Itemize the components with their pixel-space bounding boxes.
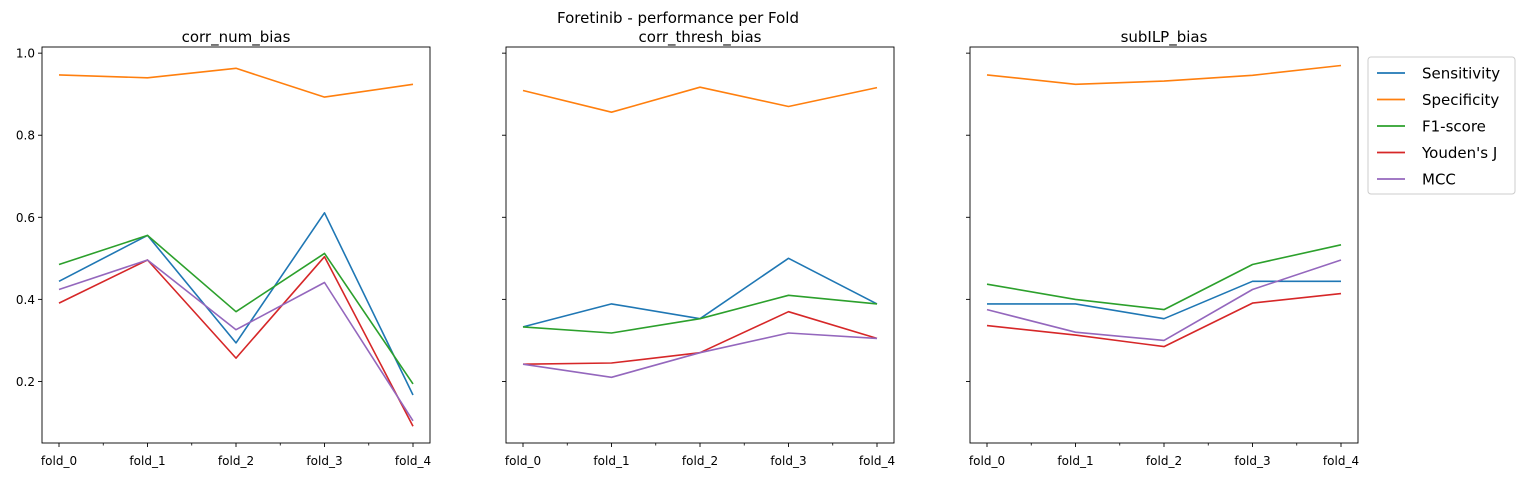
x-tick-label: fold_3 [306, 454, 342, 468]
series-line-mcc [58, 259, 414, 422]
subplot-1: corr_num_bias 0.2 0.4 0.6 0.8 1.0 fold_0 fold_1… [16, 28, 431, 468]
y-tick-label: 0.4 [16, 293, 35, 307]
subplot-3: subILP_bias fold_0 fold_1 fold_2 fold_3 fold_… [966, 28, 1359, 468]
x-tick-label: fold_3 [1234, 454, 1270, 468]
series-line-mcc [986, 259, 1342, 342]
axes-frame [969, 46, 1359, 444]
series-line-sensitivity [987, 280, 1341, 320]
subplot-panels: corr_num_bias 0.2 0.4 0.6 0.8 1.0 fold_0 fold_1… [16, 28, 1359, 468]
legend-entry-label: Sensitivity [1422, 65, 1500, 83]
series-line-specificity [986, 64, 1342, 86]
series-line-mcc [522, 332, 878, 379]
axes-frame [41, 46, 431, 444]
y-tick-label: 1.0 [16, 47, 35, 61]
x-tick-label: fold_0 [41, 454, 77, 468]
legend-frame [1367, 56, 1516, 195]
x-tick-label: fold_1 [1057, 454, 1093, 468]
x-tick-label: fold_2 [1146, 454, 1182, 468]
legend-entry-label: Specificity [1422, 91, 1499, 109]
x-tick-label: fold_4 [1323, 454, 1359, 468]
x-tick-label: fold_1 [593, 454, 629, 468]
legend-entry-label: MCC [1422, 171, 1456, 189]
subplot-2: corr_thresh_bias fold_0 fold_1 fold_2 fold_3… [502, 28, 895, 468]
legend-entry-label: F1-score [1422, 118, 1486, 136]
series-line-specificity [522, 86, 878, 113]
legend: Sensitivity Specificity F1-score Youden's J… [1367, 56, 1516, 195]
series-line-youden-s-j [58, 255, 414, 427]
subplot-title: subILP_bias [1121, 28, 1208, 47]
series-line-f1-score [522, 294, 878, 334]
y-tick-label: 0.6 [16, 211, 35, 225]
x-tick-label: fold_0 [969, 454, 1005, 468]
series-line-youden-s-j [986, 292, 1342, 348]
y-tick-label: 0.2 [16, 375, 35, 389]
x-tick-label: fold_4 [859, 454, 895, 468]
x-tick-label: fold_1 [129, 454, 165, 468]
series-line-youden-s-j [522, 310, 878, 365]
legend-entry-label: Youden's J [1421, 144, 1497, 162]
x-tick-label: fold_2 [218, 454, 254, 468]
series-line-sensitivity [58, 212, 414, 396]
series-line-sensitivity [522, 257, 878, 328]
x-tick-label: fold_0 [505, 454, 541, 468]
x-tick-label: fold_2 [682, 454, 718, 468]
series-line-f1-score [986, 244, 1342, 311]
x-tick-label: fold_3 [770, 454, 806, 468]
series-line-specificity [58, 67, 414, 98]
axes-frame [505, 46, 895, 444]
y-tick-label: 0.8 [16, 129, 35, 143]
series-line-f1-score [58, 234, 414, 385]
figure-suptitle: Foretinib - performance per Fold [557, 9, 799, 27]
subplot-title: corr_thresh_bias [639, 28, 762, 47]
x-tick-label: fold_4 [395, 454, 431, 468]
subplot-title: corr_num_bias [182, 28, 291, 47]
